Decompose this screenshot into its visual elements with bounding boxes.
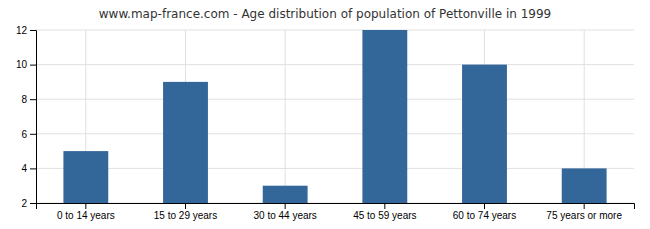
y-grid-line <box>36 168 634 169</box>
bars <box>63 30 606 203</box>
x-tick: 60 to 74 years <box>453 203 516 221</box>
x-tick-label: 0 to 14 years <box>57 210 115 221</box>
y-grid-line <box>36 133 634 134</box>
grid <box>36 30 634 203</box>
x-tick: 30 to 44 years <box>253 203 316 221</box>
x-tick-label: 45 to 59 years <box>353 210 416 221</box>
y-tick: 4 <box>21 163 36 174</box>
bar <box>163 82 208 203</box>
y-tick-mark <box>30 168 36 169</box>
x-tick-mark <box>384 203 385 209</box>
bar <box>462 65 507 203</box>
plot: 2 4 6 8 10 12 0 to 14 years 15 to 29 years 30 to… <box>16 25 635 221</box>
x-tick: 15 to 29 years <box>154 203 217 221</box>
y-tick-mark <box>30 30 36 31</box>
bar <box>362 30 407 203</box>
x-tick-mark <box>185 203 186 209</box>
y-grid-line <box>36 99 634 100</box>
bar <box>263 186 308 203</box>
x-tick-mark <box>85 203 86 209</box>
x-axis-line <box>37 204 635 210</box>
x-tick-label: 75 years or more <box>546 210 622 221</box>
y-tick: 6 <box>21 129 36 140</box>
y-tick-mark <box>30 65 36 66</box>
y-axis-line <box>30 31 37 204</box>
y-tick-label: 4 <box>21 163 27 174</box>
y-tick: 10 <box>16 59 36 70</box>
y-tick-label: 10 <box>16 59 28 70</box>
y-tick-mark <box>30 99 36 100</box>
y-tick: 12 <box>16 25 36 36</box>
x-tick-label: 30 to 44 years <box>253 210 316 221</box>
title: www.map-france.com - Age distribution of… <box>99 7 551 21</box>
y-tick-label: 2 <box>21 198 27 209</box>
x-grid-line <box>285 30 286 203</box>
x-tick-label: 60 to 74 years <box>453 210 516 221</box>
y-axis: 2 4 6 8 10 12 <box>16 25 37 209</box>
y-tick-label: 6 <box>21 129 27 140</box>
chart-svg: 2 4 6 8 10 12 0 to 14 years 15 to 29 years 30 to… <box>0 0 650 229</box>
y-grid-line <box>36 30 634 31</box>
x-tick-label: 15 to 29 years <box>154 210 217 221</box>
y-tick-mark <box>30 134 36 135</box>
y-tick-mark <box>30 203 36 204</box>
x-tick-mark <box>285 203 286 209</box>
x-tick-mark <box>484 203 485 209</box>
chart-container: 2 4 6 8 10 12 0 to 14 years 15 to 29 years 30 to… <box>0 0 650 229</box>
x-tick: 75 years or more <box>546 203 622 221</box>
x-tick: 45 to 59 years <box>353 203 416 221</box>
y-tick-label: 8 <box>21 94 27 105</box>
bar <box>562 168 607 203</box>
y-tick: 8 <box>21 94 36 105</box>
x-axis: 0 to 14 years 15 to 29 years 30 to 44 year… <box>37 203 635 221</box>
y-tick: 2 <box>21 198 36 209</box>
y-grid-line <box>36 64 634 65</box>
x-tick: 0 to 14 years <box>57 203 115 221</box>
y-tick-label: 12 <box>16 25 28 36</box>
x-tick-mark <box>584 203 585 209</box>
bar <box>63 151 108 203</box>
